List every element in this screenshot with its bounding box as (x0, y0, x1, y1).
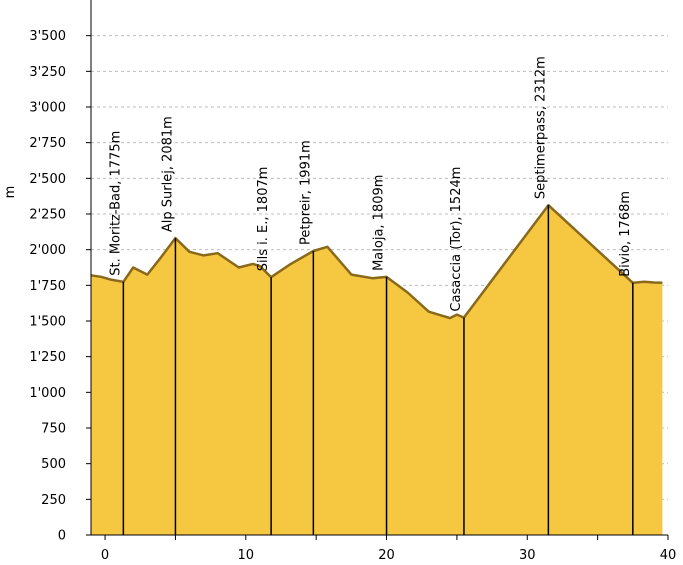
x-tick-label: 20 (378, 548, 395, 563)
y-tick-label: 2'750 (29, 136, 66, 151)
elevation-area (91, 205, 663, 535)
y-tick-label: 500 (41, 457, 66, 472)
x-tick-label: 40 (660, 548, 677, 563)
location-label: St. Moritz-Bad, 1775m (108, 131, 123, 276)
y-tick-label: 3'000 (29, 101, 66, 116)
y-tick-label: 3'500 (29, 29, 66, 44)
location-label: Sils i. E., 1807m (256, 167, 271, 272)
location-labels: St. Moritz-Bad, 1775m Alp Surlej, 2081m Si… (108, 56, 632, 311)
location-label: Septimerpass, 2312m (533, 56, 548, 199)
y-tick-label: 2'500 (29, 172, 66, 187)
y-tick-label: 2'250 (29, 208, 66, 223)
location-label: Casaccia (Tor), 1524m (449, 167, 464, 312)
y-axis-title: m (3, 186, 18, 199)
location-label: Maloja, 1809m (372, 175, 387, 271)
location-label: Petpreir, 1991m (298, 140, 313, 245)
y-tick-label: 250 (41, 493, 66, 508)
y-tick-label: 3'250 (29, 65, 66, 80)
y-tick-label: 2'000 (29, 243, 66, 258)
x-tick-label: 0 (101, 548, 109, 563)
location-label: Bivio, 1768m (618, 191, 633, 277)
location-label: Alp Surlej, 2081m (160, 116, 175, 232)
location-markers (122, 205, 634, 535)
y-tick-label: 1'000 (29, 386, 66, 401)
axes: 0 250 500 750 1'000 1'250 1'500 1'750 2'000 2'250… (29, 0, 676, 563)
y-tick-label: 1'750 (29, 279, 66, 294)
y-tick-label: 1'250 (29, 350, 66, 365)
x-tick-label: 10 (238, 548, 255, 563)
x-tick-label: 30 (519, 548, 536, 563)
y-tick-label: 0 (58, 529, 66, 544)
y-tick-label: 1'500 (29, 315, 66, 330)
y-tick-label: 750 (41, 422, 66, 437)
